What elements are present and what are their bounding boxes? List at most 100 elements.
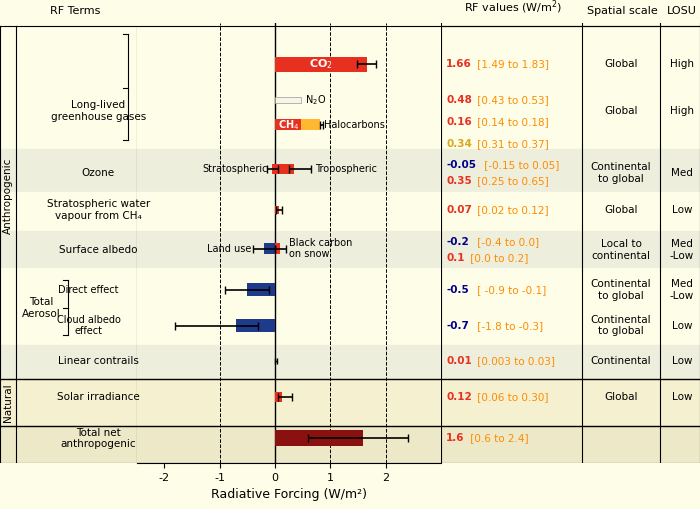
Bar: [441, 83, 700, 150]
Bar: [302, 119, 321, 130]
Text: Low: Low: [671, 321, 692, 331]
Text: Long-lived
greenhouse gases: Long-lived greenhouse gases: [50, 100, 146, 122]
Bar: [136, 150, 441, 192]
Text: Halocarbons: Halocarbons: [324, 120, 385, 130]
Bar: [136, 379, 441, 426]
Text: Continental
to global: Continental to global: [591, 162, 651, 184]
Bar: [0, 345, 136, 379]
Text: Continental
to global: Continental to global: [591, 279, 651, 301]
Text: Stratospheric: Stratospheric: [203, 164, 268, 174]
Text: Global: Global: [604, 106, 638, 116]
Bar: [0, 379, 136, 426]
Text: Global: Global: [604, 59, 638, 69]
Bar: [0, 25, 136, 83]
Text: Continental: Continental: [591, 356, 651, 366]
Text: [0.25 to 0.65]: [0.25 to 0.65]: [474, 176, 549, 186]
Text: [0.14 to 0.18]: [0.14 to 0.18]: [474, 117, 549, 127]
Text: Black carbon
on snow: Black carbon on snow: [288, 238, 352, 260]
Text: [ -0.9 to -0.1]: [ -0.9 to -0.1]: [474, 285, 547, 295]
Text: 0.12: 0.12: [446, 392, 472, 402]
Bar: [275, 56, 367, 72]
Text: RF Terms: RF Terms: [50, 6, 100, 16]
Bar: [236, 319, 275, 332]
Bar: [275, 206, 279, 214]
Text: High: High: [670, 59, 694, 69]
Text: [1.49 to 1.83]: [1.49 to 1.83]: [474, 59, 550, 69]
Text: Direct effect: Direct effect: [59, 285, 119, 295]
Text: -0.05: -0.05: [446, 160, 476, 169]
Bar: [136, 426, 441, 463]
Text: -0.5: -0.5: [446, 285, 469, 295]
Text: 0.34: 0.34: [446, 139, 472, 149]
Text: [0.06 to 0.30]: [0.06 to 0.30]: [474, 392, 549, 402]
Bar: [441, 192, 700, 231]
Text: CO$_2$: CO$_2$: [309, 58, 332, 71]
Bar: [275, 392, 281, 403]
Bar: [0, 268, 136, 345]
Text: Low: Low: [671, 392, 692, 402]
Bar: [441, 231, 700, 268]
Text: Med
-Low: Med -Low: [670, 279, 694, 301]
Text: N$_2$O: N$_2$O: [305, 93, 326, 107]
Text: Global: Global: [604, 205, 638, 215]
Text: High: High: [670, 106, 694, 116]
Bar: [275, 97, 302, 103]
Text: Linear contrails: Linear contrails: [58, 356, 139, 366]
Text: Stratospheric water
vapour from CH₄: Stratospheric water vapour from CH₄: [47, 199, 150, 221]
Bar: [441, 150, 700, 192]
Text: [0.43 to 0.53]: [0.43 to 0.53]: [474, 95, 549, 105]
Bar: [0, 426, 136, 463]
Text: Land use: Land use: [207, 243, 252, 253]
Bar: [136, 268, 441, 345]
Text: Anthropogenic: Anthropogenic: [4, 158, 13, 235]
Text: Solar irradiance: Solar irradiance: [57, 392, 140, 402]
Bar: [441, 25, 700, 83]
Text: 0.35: 0.35: [446, 176, 472, 186]
Bar: [136, 345, 441, 379]
Text: Low: Low: [671, 356, 692, 366]
Bar: [136, 25, 441, 83]
Text: Ozone: Ozone: [82, 168, 115, 178]
Text: Med
-Low: Med -Low: [670, 239, 694, 261]
Text: Local to
continental: Local to continental: [592, 239, 650, 261]
Bar: [441, 268, 700, 345]
Bar: [441, 345, 700, 379]
Bar: [264, 243, 275, 254]
Bar: [441, 379, 700, 426]
Text: Tropospheric: Tropospheric: [315, 164, 377, 174]
Text: Spatial scale: Spatial scale: [587, 6, 658, 16]
Text: 1.66: 1.66: [446, 59, 472, 69]
Bar: [0, 150, 136, 192]
Text: [0.0 to 0.2]: [0.0 to 0.2]: [467, 253, 528, 263]
Bar: [272, 163, 275, 174]
Bar: [0, 192, 136, 231]
Text: 0.1: 0.1: [446, 253, 465, 263]
Bar: [0, 83, 136, 150]
Text: [0.003 to 0.03]: [0.003 to 0.03]: [474, 356, 555, 366]
Text: 1.6: 1.6: [446, 434, 465, 443]
Bar: [136, 192, 441, 231]
Text: Med: Med: [671, 168, 693, 178]
Text: 0.16: 0.16: [446, 117, 472, 127]
Text: Low: Low: [671, 205, 692, 215]
Text: -0.2: -0.2: [446, 237, 469, 247]
Bar: [136, 83, 441, 150]
Text: -0.7: -0.7: [446, 321, 469, 331]
Bar: [136, 231, 441, 268]
Text: Surface albedo: Surface albedo: [59, 245, 137, 255]
Text: [0.31 to 0.37]: [0.31 to 0.37]: [474, 139, 549, 149]
X-axis label: Radiative Forcing (W/m²): Radiative Forcing (W/m²): [211, 489, 367, 501]
Text: [0.6 to 2.4]: [0.6 to 2.4]: [467, 434, 528, 443]
Text: Global: Global: [604, 392, 638, 402]
Bar: [275, 243, 281, 254]
Bar: [0, 231, 136, 268]
Text: 0.48: 0.48: [446, 95, 472, 105]
Bar: [441, 426, 700, 463]
Bar: [275, 431, 363, 446]
Text: Total net
anthropogenic: Total net anthropogenic: [60, 428, 136, 449]
Bar: [275, 163, 294, 174]
Text: 0.07: 0.07: [446, 205, 472, 215]
Text: LOSU: LOSU: [667, 6, 696, 16]
Bar: [275, 119, 302, 130]
Text: [-0.4 to 0.0]: [-0.4 to 0.0]: [474, 237, 539, 247]
